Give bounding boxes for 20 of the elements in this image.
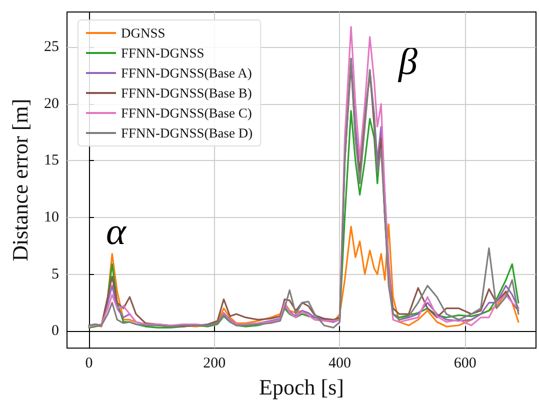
x-tick-label: 600 [454,356,476,372]
annotation: β [398,41,418,83]
y-tick-label: 10 [44,210,59,226]
x-tick-label: 400 [328,356,351,372]
legend-label: FFNN-DGNSS(Base C) [121,106,252,120]
annotation: α [106,211,128,253]
x-axis-title: Epoch [s] [259,374,344,400]
y-tick-label: 20 [44,96,59,112]
y-tick-label: 0 [52,323,59,340]
x-tick-label: 0 [85,356,93,372]
y-tick-label: 25 [44,39,59,56]
legend-label: FFNN-DGNSS(Base B) [121,86,252,100]
legend-label: FFNN-DGNSS(Base A) [121,66,252,80]
y-axis-title: Distance error [m] [8,98,32,262]
y-tick-label: 15 [44,152,59,169]
legend-label: DGNSS [121,26,166,40]
x-tick-label: 200 [203,356,226,372]
y-tick-label: 5 [52,266,59,282]
legend-label: FFNN-DGNSS(Base D) [121,126,253,140]
legend-label: FFNN-DGNSS [121,46,204,60]
